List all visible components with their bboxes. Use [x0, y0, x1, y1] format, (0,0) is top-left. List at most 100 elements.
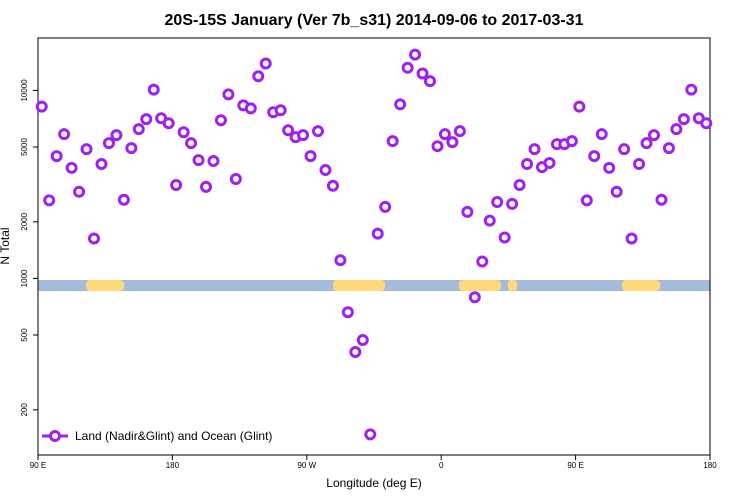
x-tick-label: 180	[703, 461, 717, 470]
data-point	[416, 67, 429, 80]
y-tick-label: 5000	[20, 138, 29, 156]
data-point	[192, 154, 205, 167]
data-point	[132, 123, 145, 136]
data-point	[252, 70, 265, 83]
data-point	[140, 113, 153, 126]
x-axis-label: Longitude (deg E)	[326, 476, 421, 490]
data-point	[483, 214, 496, 227]
data-point	[170, 178, 183, 191]
data-point	[476, 255, 489, 268]
data-point	[700, 117, 713, 130]
y-tick-label: 200	[20, 403, 29, 417]
y-tick-label: 2000	[20, 212, 29, 230]
data-point	[603, 161, 616, 174]
data-point	[356, 334, 369, 347]
data-point	[394, 98, 407, 111]
data-point	[446, 136, 459, 149]
data-point	[655, 193, 668, 206]
x-tick-label: 90 E	[30, 461, 46, 470]
data-point	[125, 142, 138, 155]
data-point	[580, 194, 593, 207]
data-point	[565, 135, 578, 148]
data-point	[610, 185, 623, 198]
data-point	[117, 193, 130, 206]
data-point	[364, 428, 377, 441]
data-point	[677, 113, 690, 126]
data-point	[409, 48, 422, 61]
legend-label: Land (Nadir&Glint) and Ocean (Glint)	[75, 429, 272, 443]
data-point	[371, 227, 384, 240]
data-point	[147, 83, 160, 96]
data-point	[528, 143, 541, 156]
data-point	[35, 100, 48, 113]
data-point	[326, 179, 339, 192]
data-point	[80, 143, 93, 156]
data-point	[304, 150, 317, 163]
land-band	[333, 280, 385, 291]
chart-title: 20S-15S January (Ver 7b_s31) 2014-09-06 …	[165, 12, 584, 29]
y-tick-label: 10000	[20, 79, 29, 102]
data-point	[334, 254, 347, 267]
data-point	[625, 232, 638, 245]
data-point	[222, 88, 235, 101]
data-point	[259, 57, 272, 70]
data-point	[65, 161, 78, 174]
data-point	[506, 197, 519, 210]
data-point	[349, 346, 362, 359]
data-point	[640, 137, 653, 150]
data-point	[297, 129, 310, 142]
data-point	[498, 231, 511, 244]
data-point	[685, 83, 698, 96]
data-point	[379, 200, 392, 213]
data-point	[185, 137, 198, 150]
data-point	[110, 129, 123, 142]
plot-frame	[37, 37, 711, 456]
data-point	[229, 172, 242, 185]
data-point	[50, 150, 63, 163]
data-point	[43, 194, 56, 207]
data-point	[401, 61, 414, 74]
data-point	[244, 102, 257, 115]
data-point	[88, 232, 100, 245]
legend-marker	[49, 430, 61, 442]
data-point	[177, 126, 190, 139]
y-tick-label: 1000	[20, 269, 29, 287]
data-point	[595, 128, 608, 141]
data-point	[102, 137, 115, 150]
data-point	[573, 100, 586, 113]
data-point	[424, 75, 436, 88]
x-tick-label: 90 E	[567, 461, 583, 470]
data-point	[73, 185, 86, 198]
data-point	[200, 180, 212, 193]
data-point	[648, 129, 660, 142]
data-point	[521, 158, 534, 171]
data-point	[282, 124, 295, 137]
data-point	[58, 128, 71, 141]
data-point	[214, 114, 227, 127]
data-point	[431, 140, 444, 153]
data-point	[319, 164, 332, 177]
data-point	[588, 150, 601, 163]
data-point	[633, 158, 646, 171]
data-point	[468, 291, 481, 304]
data-point	[438, 128, 451, 141]
data-point	[341, 306, 354, 319]
land-band	[622, 280, 660, 291]
legend: Land (Nadir&Glint) and Ocean (Glint)	[42, 429, 272, 443]
data-point	[312, 125, 324, 138]
data-point	[513, 178, 526, 191]
data-point	[453, 125, 466, 138]
data-point	[162, 117, 175, 130]
x-tick-label: 90 W	[297, 461, 316, 470]
land-band	[508, 280, 517, 291]
x-tick-label: 0	[439, 461, 444, 470]
land-ocean-band	[38, 280, 710, 291]
y-axis-label: N Total	[0, 227, 12, 264]
land-band	[86, 280, 124, 291]
data-point	[543, 157, 556, 170]
data-point	[95, 158, 108, 171]
land-band	[459, 280, 501, 291]
data-point	[491, 195, 504, 208]
y-tick-label: 500	[20, 328, 29, 342]
